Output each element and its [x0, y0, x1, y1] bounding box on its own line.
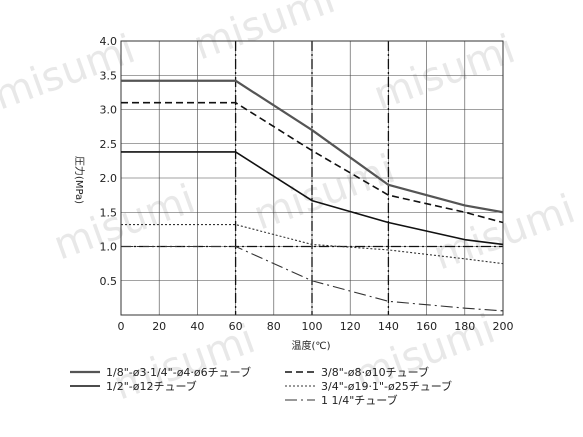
x-axis-label: 温度(℃): [291, 339, 330, 352]
legend: 1/8"-ø3·1/4"-ø4·ø6チューブ 3/8"-ø8·ø10チューブ 1/2…: [70, 365, 452, 407]
y-tick-label: 1.5: [100, 206, 118, 219]
watermark-text: misumi: [48, 176, 201, 269]
x-tick-label: 0: [118, 320, 125, 333]
y-tick-labels: 0.5 1.0 1.5 2.0 2.5 3.0 3.5 4.0: [100, 35, 118, 288]
y-axis-label: 圧力(MPa): [73, 156, 86, 204]
y-tick-label: 4.0: [100, 35, 118, 48]
watermark-text: misumi: [248, 146, 401, 239]
y-tick-label: 3.5: [100, 69, 118, 82]
x-tick-label: 160: [416, 320, 437, 333]
x-tick-label: 40: [190, 320, 204, 333]
y-tick-label: 0.5: [100, 275, 118, 288]
x-tick-label: 200: [493, 320, 514, 333]
x-tick-label: 100: [302, 320, 323, 333]
watermark-text: misumi: [368, 26, 521, 119]
y-tick-label: 2.0: [100, 172, 118, 185]
watermark-text: misumi: [428, 186, 581, 279]
watermark-text: misumi: [188, 0, 341, 69]
legend-label-5: 1 1/4"チューブ: [321, 393, 398, 407]
y-tick-label: 3.0: [100, 104, 118, 117]
x-tick-label: 140: [378, 320, 399, 333]
series-line-3: [121, 151, 504, 246]
series-line-1: [121, 79, 504, 214]
legend-label-1: 1/8"-ø3·1/4"-ø4·ø6チューブ: [106, 365, 251, 379]
watermark-text: misumi: [0, 26, 141, 119]
x-tick-labels: 0 20 40 60 80 100 120 140 160 180 200: [118, 320, 514, 333]
y-tick-label: 2.5: [100, 138, 118, 151]
legend-label-2: 3/8"-ø8·ø10チューブ: [321, 365, 429, 379]
x-tick-label: 120: [340, 320, 361, 333]
x-tick-label: 60: [229, 320, 243, 333]
series-line-5: [121, 245, 504, 312]
series-lines: [121, 79, 504, 312]
legend-label-4: 3/4"-ø19·1"-ø25チューブ: [321, 379, 452, 393]
x-tick-label: 180: [454, 320, 475, 333]
legend-label-3: 1/2"-ø12チューブ: [106, 379, 197, 393]
y-tick-label: 1.0: [100, 241, 118, 254]
plot-frame: [120, 40, 504, 316]
x-tick-label: 20: [152, 320, 166, 333]
emphasized-grid: [121, 41, 503, 315]
series-line-2: [121, 101, 504, 224]
x-tick-label: 80: [267, 320, 281, 333]
series-line-4: [121, 224, 504, 265]
